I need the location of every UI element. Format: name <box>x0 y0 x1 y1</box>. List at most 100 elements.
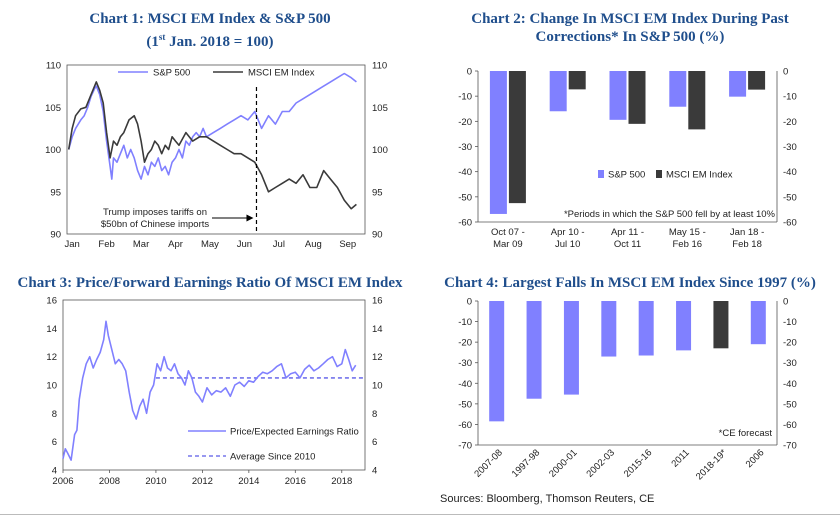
chart3-ytick-left: 16 <box>46 296 57 307</box>
chart2-xtick-label: Jan 18 - <box>730 227 764 238</box>
chart1-annotation-line1: Trump imposes tariffs on <box>103 207 207 218</box>
chart3-legend-label-average: Average Since 2010 <box>230 452 315 463</box>
chart2-panel: Chart 2: Change In MSCI EM Index During … <box>420 0 840 255</box>
chart3-ytick-left: 12 <box>46 352 57 363</box>
chart4-ytick-left: -30 <box>458 358 472 369</box>
chart1-title-main: Chart 1: MSCI EM Index & S&P 500 <box>89 11 331 27</box>
chart2-bar-sp500 <box>609 71 627 120</box>
chart4-bar-forecast <box>713 301 729 349</box>
chart2-xtick-label: Apr 10 - <box>551 227 585 238</box>
chart2-title-line2: Corrections* In S&P 500 (%) <box>535 29 725 45</box>
chart1-plot-frame <box>66 64 366 235</box>
chart2-xtick-label: Oct 11 <box>614 239 641 250</box>
chart2-bar-sp500 <box>729 71 747 97</box>
chart2-title: Chart 2: Change In MSCI EM Index During … <box>420 10 840 46</box>
chart1-ytick-right: 95 <box>372 187 383 198</box>
chart2-ytick-right: -20 <box>783 117 797 128</box>
chart2-xtick-label: Apr 11 - <box>611 227 644 238</box>
chart1-svg: 90 90 95 95 100 100 105 105 110 110 Jan Feb Mar Apr Ma… <box>45 61 388 251</box>
chart4-ytick-left: -10 <box>458 317 472 328</box>
chart1-annotation-arrowhead <box>246 214 254 222</box>
chart1-xtick-label: Jun <box>237 239 252 250</box>
chart4-ytick-right: -50 <box>783 399 797 410</box>
chart2-xtick-label: Feb 18 <box>732 239 762 250</box>
chart3-ytick-right: 6 <box>372 437 377 448</box>
chart1-series-line-msci <box>67 81 357 210</box>
chart2-xtick-label: May 15 - <box>669 227 706 238</box>
chart2-bar-sp500 <box>669 71 687 107</box>
chart3-ytick-right: 4 <box>372 466 377 477</box>
chart3-ytick-left: 4 <box>52 466 57 477</box>
chart1-xtick-label: Sep <box>339 239 356 250</box>
chart3-svg: 4 4 6 6 8 8 10 10 12 12 14 14 16 16 2006 2008 2010 2012 20… <box>46 296 383 488</box>
chart3-series-line-pe <box>62 320 357 461</box>
chart1-xtick-label: May <box>201 239 219 250</box>
bottom-divider <box>0 514 840 515</box>
chart1-panel: Chart 1: MSCI EM Index & S&P 500 (1st Ja… <box>0 0 420 255</box>
chart1-xtick-label: Feb <box>98 239 114 250</box>
chart3-ytick-right: 16 <box>372 296 383 307</box>
chart3-xtick-label: 2014 <box>238 476 259 487</box>
chart2-ytick-right: -10 <box>783 92 797 103</box>
chart3-title: Chart 3: Price/Forward Earnings Ratio Of… <box>17 275 403 291</box>
chart3-ytick-right: 12 <box>372 352 383 363</box>
chart3-xtick-label: 2008 <box>99 476 120 487</box>
chart2-bar-sp500 <box>549 71 567 112</box>
chart1-ytick-right: 100 <box>372 145 388 156</box>
chart1-ytick-left: 100 <box>45 145 61 156</box>
chart4-xtick-label: 2007-08 <box>472 447 504 479</box>
chart1-ytick-right: 105 <box>372 103 388 114</box>
chart1-ytick-right: 110 <box>372 61 387 72</box>
chart4-bar <box>526 301 542 399</box>
chart4-bar <box>638 301 654 356</box>
chart4-ytick-right: -20 <box>783 338 797 349</box>
chart4-xtick-label: 2002-03 <box>584 447 616 479</box>
chart3-xtick-label: 2010 <box>145 476 166 487</box>
chart2-ytick-left: 0 <box>467 67 472 78</box>
chart1-xtick-label: Jan <box>65 239 80 250</box>
chart3-legend-label-pe: Price/Expected Earnings Ratio <box>230 427 359 438</box>
chart1-ytick-right: 90 <box>372 230 383 241</box>
chart2-ytick-left: -60 <box>458 218 472 229</box>
chart1-xtick-label: Jul <box>273 239 285 250</box>
chart3-ytick-right: 10 <box>372 381 383 392</box>
chart2-ytick-left: -50 <box>458 192 472 203</box>
chart4-ytick-right: -60 <box>783 420 797 431</box>
chart4-svg: 0 0 -10 -10 -20 -20 -30 -30 -40 -40 -50 -50 -60 -60 -7… <box>458 297 797 483</box>
chart3-ytick-left: 10 <box>46 381 57 392</box>
chart4-ytick-right: 0 <box>783 297 788 308</box>
chart3-xtick-label: 2006 <box>52 476 73 487</box>
chart3-xtick-label: 2018 <box>331 476 352 487</box>
chart4-panel: Chart 4: Largest Falls In MSCI EM Index … <box>420 260 840 495</box>
chart4-ytick-left: 0 <box>467 297 472 308</box>
chart1-annotation-line2: $50bn of Chinese imports <box>101 219 210 230</box>
chart4-xtick-label: 1997-98 <box>510 447 542 479</box>
chart4-footnote: *CE forecast <box>719 428 773 439</box>
chart3-ytick-left: 6 <box>52 437 57 448</box>
chart2-xtick-label: Feb 16 <box>673 239 703 250</box>
chart1-title-post: Jan. 2018 = 100) <box>165 34 274 50</box>
chart4-xtick-label: 2015-16 <box>622 447 654 479</box>
chart1-xtick-label: Apr <box>168 239 183 250</box>
chart3-plot-frame <box>62 299 366 471</box>
chart4-ytick-right: -40 <box>783 379 797 390</box>
chart1-title: Chart 1: MSCI EM Index & S&P 500 (1st Ja… <box>0 10 420 51</box>
chart3-panel: Chart 3: Price/Forward Earnings Ratio Of… <box>0 260 420 495</box>
chart4-xtick-label: 2011 <box>669 447 691 469</box>
chart1-xtick-label: Mar <box>133 239 149 250</box>
chart4-xtick-label: 2000-01 <box>547 447 579 479</box>
chart2-ytick-left: -20 <box>458 117 472 128</box>
chart1-title-sub: (1st Jan. 2018 = 100) <box>0 28 420 51</box>
chart4-ytick-left: -40 <box>458 379 472 390</box>
source-note: Sources: Bloomberg, Thomson Reuters, CE <box>440 493 655 505</box>
chart3-ytick-right: 14 <box>372 324 383 335</box>
chart2-bar-sp500 <box>489 71 507 214</box>
chart4-bar <box>750 301 766 345</box>
chart3-xtick-label: 2016 <box>285 476 306 487</box>
chart2-legend-label-sp500: S&P 500 <box>608 170 645 181</box>
chart2-ytick-left: -10 <box>458 92 472 103</box>
chart3-ytick-left: 14 <box>46 324 57 335</box>
chart1-title-pre: (1 <box>146 34 159 50</box>
chart2-legend-swatch-msci <box>656 170 662 178</box>
chart3-ytick-right: 8 <box>372 409 377 420</box>
